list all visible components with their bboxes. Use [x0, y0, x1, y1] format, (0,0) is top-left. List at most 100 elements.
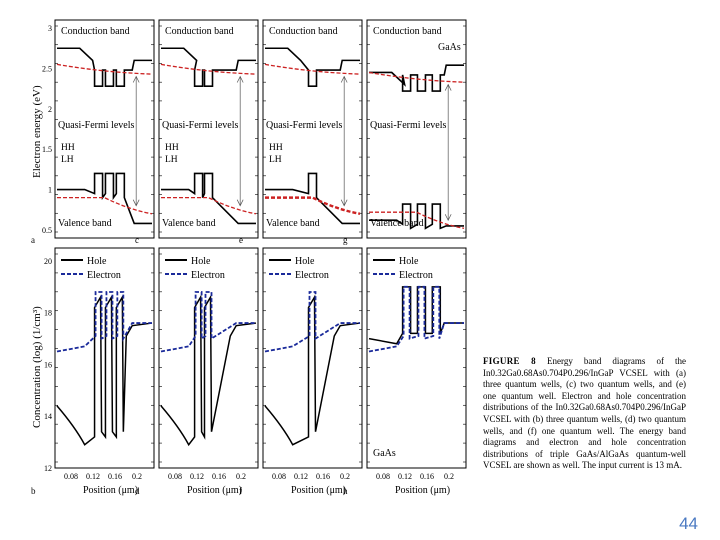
arrow-head [132, 199, 140, 207]
electron-curve [264, 291, 360, 353]
bottom-yticks: 20 18 16 14 12 [44, 257, 52, 473]
legend-electron-label: Electron [295, 270, 329, 281]
panel-letter: f [239, 486, 242, 496]
top-ytick-label: 3 [48, 24, 52, 33]
concentration-panel-f: Hole Electron 0.08 0.12 0.16 0.2 Position (μm)… [239, 247, 363, 496]
electron-fermi-level [368, 71, 465, 83]
legend-hole-label: Hole [87, 256, 107, 267]
band-frame [262, 19, 363, 239]
xlabel: Position (μm) [187, 485, 242, 496]
xtick-label: 0.08 [168, 472, 182, 481]
panel-letter: a [31, 235, 35, 245]
xtick-label: 0.08 [376, 472, 390, 481]
conduction-band-label: Conduction band [61, 26, 130, 37]
lh-label: LH [61, 155, 74, 165]
valence-band-line [369, 203, 464, 230]
valence-band-label: Valence band [266, 218, 320, 229]
conduction-band-label: Conduction band [165, 26, 234, 37]
xtick-label: 0.2 [236, 472, 246, 481]
legend-hole-label: Hole [191, 256, 211, 267]
concentration-frame [366, 247, 467, 469]
caption-label: FIGURE 8 [483, 356, 536, 366]
bottom-ytick-label: 16 [44, 360, 52, 369]
bottom-ytick-label: 14 [44, 412, 52, 421]
xtick-label: 0.08 [272, 472, 286, 481]
panel-letter: h [343, 486, 348, 496]
legend-electron-label: Electron [191, 270, 225, 281]
band-panel-g: Conduction band Valence band Quasi-Fermi l… [343, 19, 467, 245]
electron-curve [56, 291, 152, 353]
concentration-frame [54, 247, 155, 469]
bottom-ytick-label: 20 [44, 257, 52, 266]
lh-label: LH [165, 155, 178, 165]
conduction-band-label: Conduction band [373, 26, 442, 37]
xlabel: Position (μm) [83, 485, 138, 496]
top-ytick-label: 1 [48, 186, 52, 195]
hole-curve [264, 294, 361, 446]
xtick-label: 0.2 [444, 472, 454, 481]
top-ytick-label: 2 [48, 105, 52, 114]
caption-text: Energy band diagrams of the In0.32Ga0.68… [483, 356, 686, 471]
valence-band-label: Valence band [370, 218, 424, 229]
slide-number: 44 [679, 514, 698, 533]
arrow-head [236, 199, 244, 207]
xlabel: Position (μm) [395, 485, 450, 496]
valence-band-line [265, 172, 360, 225]
band-panel-a: Conduction band Valence band Quasi-Fermi l… [31, 19, 155, 245]
quasi-fermi-label: Quasi-Fermi levels [370, 120, 446, 131]
legend-hole-label: Hole [399, 256, 419, 267]
band-panel-c: Conduction band Valence band Quasi-Fermi l… [135, 19, 259, 245]
xtick-label: 0.12 [294, 472, 308, 481]
arrow-head [340, 75, 348, 83]
band-frame [366, 19, 467, 239]
quasi-fermi-label: Quasi-Fermi levels [266, 120, 342, 131]
conduction-band-label: Conduction band [269, 26, 338, 37]
conduction-band-line [369, 64, 464, 92]
xtick-label: 0.12 [398, 472, 412, 481]
arrow-head [444, 83, 452, 91]
xtick-label: 0.08 [64, 472, 78, 481]
arrow-head [132, 75, 140, 83]
bottom-ylabel: Concentration (log) (1/cm³) [31, 306, 43, 428]
material-label: GaAs [438, 42, 461, 53]
concentration-panel-h: Hole Electron GaAs 0.08 0.12 0.16 0.2 Position … [343, 247, 467, 496]
top-yticks: 3 2.5 2 1.5 1 0.5 [42, 24, 52, 235]
conduction-band-line [265, 47, 360, 88]
valence-band-line [161, 172, 256, 225]
arrow-head [444, 214, 452, 222]
concentration-panel-b: Hole Electron 0.08 0.12 0.16 0.2 Position (μm)… [31, 247, 155, 496]
bottom-ytick-label: 12 [44, 464, 52, 473]
xtick-label: 0.2 [132, 472, 142, 481]
xtick-label: 0.12 [190, 472, 204, 481]
panel-letter: g [343, 235, 348, 245]
electron-fermi-level [56, 63, 153, 75]
hole-fermi-level [161, 196, 257, 215]
hh-label: HH [165, 143, 179, 153]
band-frame [158, 19, 259, 239]
hole-fermi-level [57, 196, 153, 215]
concentration-panel-d: Hole Electron 0.08 0.12 0.16 0.2 Position (μm)… [135, 247, 259, 496]
concentration-frame [262, 247, 363, 469]
legend-electron-label: Electron [399, 270, 433, 281]
energy-band-panels: Conduction band Valence band Quasi-Fermi l… [31, 19, 467, 245]
legend-hole-label: Hole [295, 256, 315, 267]
quasi-fermi-label: Quasi-Fermi levels [58, 120, 134, 131]
electron-fermi-level [160, 63, 257, 75]
xtick-label: 0.12 [86, 472, 100, 481]
hh-label: HH [61, 143, 75, 153]
arrow-head [236, 75, 244, 83]
top-ylabel: Electron energy (eV) [31, 85, 43, 178]
band-panel-e: Conduction band Valence band Quasi-Fermi l… [239, 19, 363, 245]
valence-band-label: Valence band [162, 218, 216, 229]
top-ytick-label: 2.5 [42, 64, 52, 73]
top-ytick-label: 1.5 [42, 145, 52, 154]
bottom-ytick-label: 18 [44, 309, 52, 318]
top-ytick-label: 0.5 [42, 226, 52, 235]
electron-curve [160, 291, 256, 353]
material-label: GaAs [373, 448, 396, 459]
panel-letter: d [135, 486, 140, 496]
band-frame [54, 19, 155, 239]
lh-label: LH [269, 155, 282, 165]
hole-fermi-level [265, 196, 361, 215]
